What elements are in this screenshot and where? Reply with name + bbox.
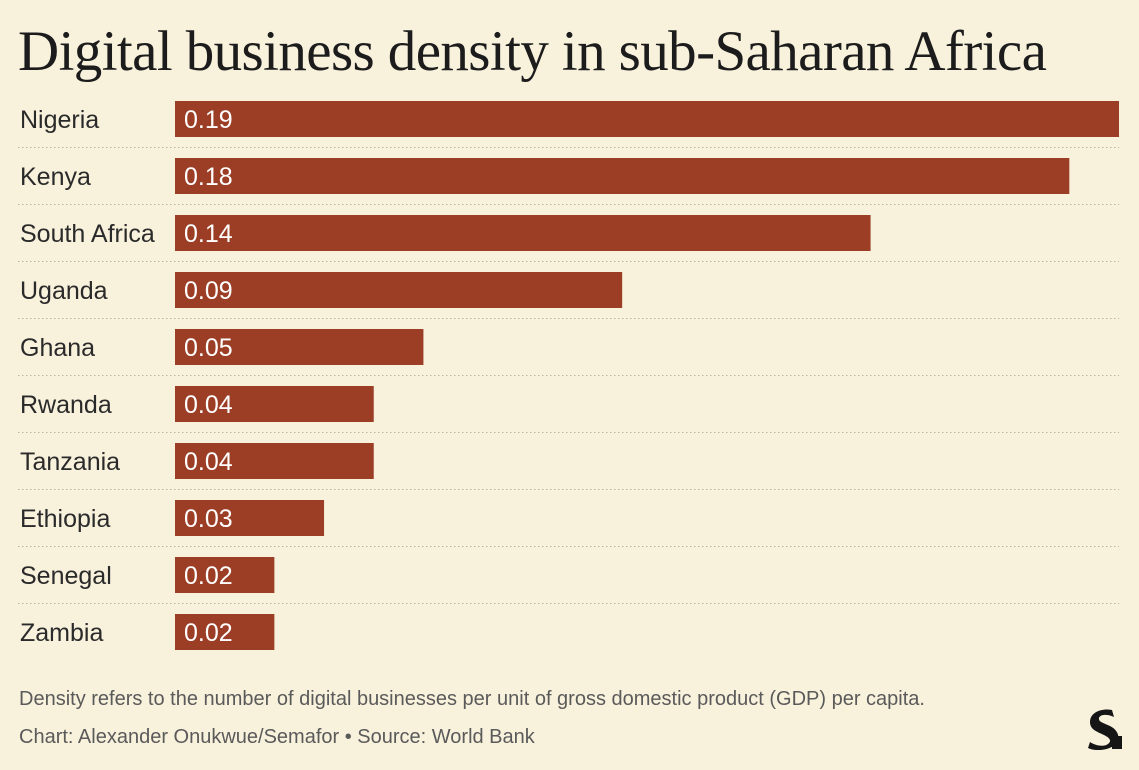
value-label: 0.14 — [184, 220, 233, 248]
bar — [175, 443, 374, 479]
bar — [175, 272, 623, 308]
bar — [175, 329, 424, 365]
category-label: Nigeria — [20, 106, 99, 134]
source-credit: Chart: Alexander Onukwue/Semafor • Sourc… — [19, 726, 535, 748]
value-label: 0.03 — [184, 505, 233, 533]
semafor-logo-icon — [1088, 709, 1122, 750]
value-label: 0.04 — [184, 391, 233, 419]
bar — [175, 386, 374, 422]
value-label: 0.02 — [184, 562, 233, 590]
category-label: Uganda — [20, 277, 108, 305]
bar — [175, 101, 1119, 137]
footnote: Density refers to the number of digital … — [19, 688, 925, 710]
value-label: 0.18 — [184, 163, 233, 191]
bar-chart: Nigeria 0.19 Kenya 0.18 South Africa 0.14 Ugan… — [18, 101, 1119, 650]
bar — [175, 158, 1070, 194]
bar — [175, 614, 275, 650]
bar — [175, 557, 275, 593]
category-label: Rwanda — [20, 391, 112, 419]
category-label: Tanzania — [20, 448, 120, 476]
category-label: Ghana — [20, 334, 95, 362]
value-label: 0.05 — [184, 334, 233, 362]
bar — [175, 215, 871, 251]
category-label: Kenya — [20, 163, 91, 191]
value-label: 0.09 — [184, 277, 233, 305]
chart-title: Digital business density in sub-Saharan … — [18, 20, 1047, 83]
value-label: 0.19 — [184, 106, 233, 134]
value-label: 0.02 — [184, 619, 233, 647]
category-label: South Africa — [20, 220, 155, 248]
value-label: 0.04 — [184, 448, 233, 476]
category-label: Zambia — [20, 619, 103, 647]
bar — [175, 500, 325, 536]
category-label: Senegal — [20, 562, 112, 590]
category-label: Ethiopia — [20, 505, 110, 533]
